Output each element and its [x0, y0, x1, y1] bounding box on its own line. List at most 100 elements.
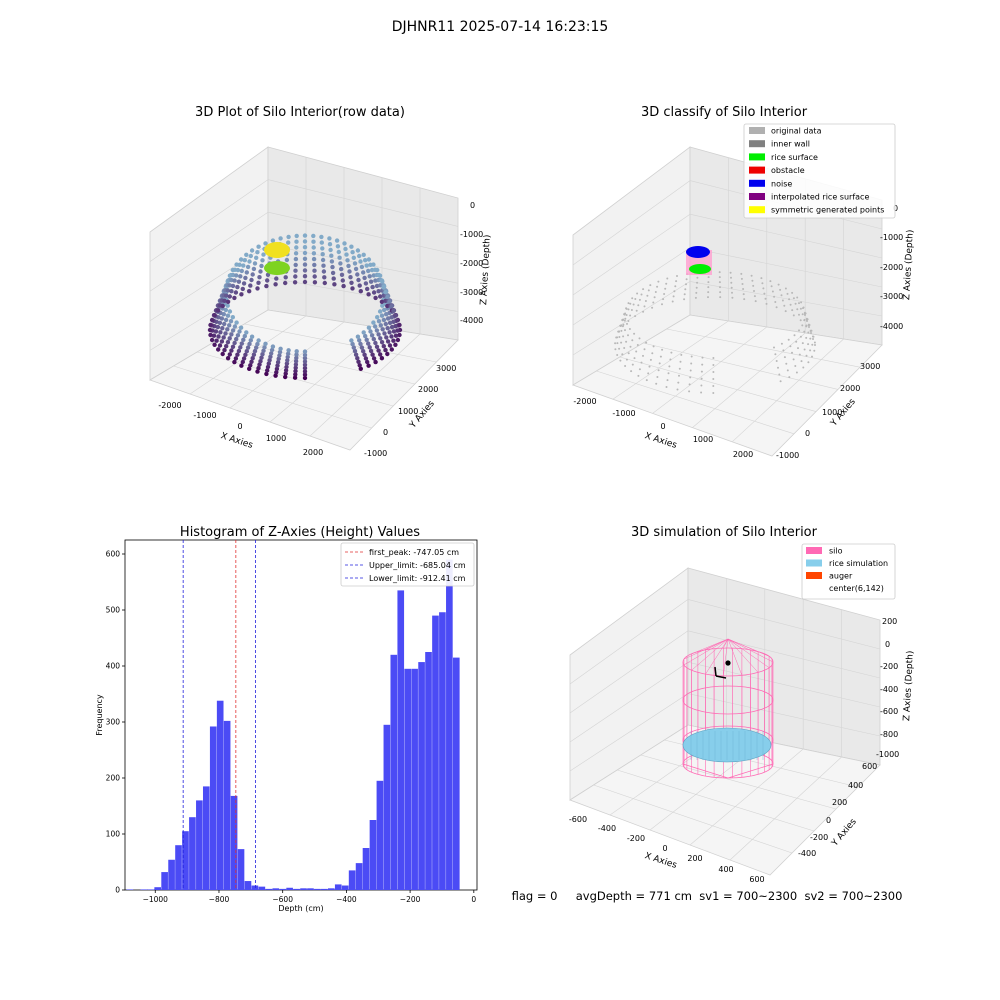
raw-point [208, 332, 213, 338]
classify-point [700, 391, 703, 394]
raw-point [264, 283, 269, 289]
raw-point [393, 324, 398, 329]
classify-point [783, 356, 786, 359]
classify-point [789, 303, 792, 306]
histogram-y-ticks: 0 100 200 300 400 500 600 [106, 550, 125, 895]
raw-point [331, 276, 336, 281]
raw-point [343, 246, 348, 252]
histogram-bar [341, 885, 349, 890]
histogram-y-tick: 100 [106, 830, 121, 839]
raw-point [212, 342, 217, 347]
classify-point [620, 329, 623, 332]
classify-point [655, 382, 658, 385]
histogram-y-tick: 500 [106, 606, 121, 615]
histogram-bar [223, 720, 231, 890]
classify-point [665, 386, 668, 388]
auger-mark [715, 675, 727, 679]
classify-point [798, 353, 801, 356]
raw-point [283, 275, 288, 280]
classify-point [674, 285, 677, 288]
raw-point [372, 324, 378, 329]
raw-point [302, 369, 308, 374]
raw-3d-y-tick: 1000 [398, 407, 418, 416]
raw-point [276, 356, 281, 361]
raw-point [374, 283, 380, 289]
classify-point [791, 291, 794, 294]
raw-point [366, 363, 371, 368]
histogram-bar [411, 668, 418, 890]
raw-point [302, 233, 308, 238]
simulation-3d-title: 3D simulation of Silo Interior [631, 525, 818, 540]
raw-point [375, 267, 380, 273]
classify-point [799, 319, 802, 322]
raw-yellow-cluster [264, 242, 290, 258]
classify-point [792, 297, 795, 300]
raw-point [380, 327, 385, 332]
raw-point [344, 252, 349, 257]
raw-point [284, 257, 290, 263]
classify-point [680, 353, 683, 356]
raw-point [292, 280, 298, 285]
classify-point [700, 377, 703, 380]
raw-point [350, 250, 355, 255]
histogram-x-tick: −200 [400, 895, 421, 904]
raw-point [264, 371, 269, 377]
raw-3d-z-ticks: 0 -1000 -2000 -3000 -4000 [460, 201, 483, 325]
classify-point [627, 334, 629, 337]
simulation-3d-y-tick: 600 [862, 762, 877, 771]
raw-point [322, 275, 327, 280]
raw-point [377, 273, 383, 278]
raw-point [359, 264, 365, 270]
raw-point [238, 345, 243, 350]
raw-point [383, 290, 388, 295]
raw-point [221, 335, 226, 340]
classify-point [649, 284, 652, 287]
raw-point [395, 337, 401, 343]
raw-point [283, 368, 289, 373]
classify-point [719, 286, 721, 289]
classify-surface-cluster [689, 264, 711, 274]
raw-point [256, 280, 261, 285]
raw-point [224, 344, 229, 349]
raw-point [262, 345, 267, 350]
classify-point [762, 287, 765, 290]
classify-3d-z-tick: -2000 [880, 263, 903, 272]
classify-point [799, 307, 802, 310]
raw-point [244, 270, 249, 275]
raw-point [230, 283, 236, 289]
raw-point [363, 281, 369, 286]
raw-point [236, 279, 242, 284]
raw-point [247, 366, 252, 371]
raw-point [274, 370, 279, 375]
raw-point [256, 365, 261, 371]
simulation-3d-x-tick: 400 [718, 865, 733, 874]
histogram-x-tick: −400 [336, 895, 357, 904]
classify-point [788, 298, 791, 301]
raw-3d-x-tick: 2000 [303, 448, 323, 457]
classify-point [626, 322, 628, 325]
classify-point [810, 332, 812, 334]
classify-point [803, 311, 806, 314]
raw-point [380, 279, 385, 284]
raw-point [208, 322, 213, 328]
panel-classify-3d: 3D classify of Silo Interior -2000 -1000… [572, 105, 916, 460]
classify-point [807, 343, 810, 346]
classify-point [712, 357, 715, 359]
raw-point [266, 361, 271, 366]
raw-point [286, 348, 291, 353]
raw-point [384, 312, 389, 317]
simulation-3d-x-tick: 0 [662, 844, 667, 853]
silo-roof-wire [705, 638, 729, 651]
raw-point [336, 249, 341, 255]
classify-point [807, 323, 810, 326]
raw-point [265, 278, 270, 283]
classify-point [614, 348, 617, 351]
raw-point [235, 352, 240, 357]
histogram-bar [355, 863, 363, 890]
raw-point [385, 326, 390, 331]
raw-point [234, 336, 239, 342]
classify-point [616, 354, 619, 356]
raw-point [293, 268, 298, 273]
classify-point [796, 296, 799, 299]
classify-point [649, 358, 652, 361]
